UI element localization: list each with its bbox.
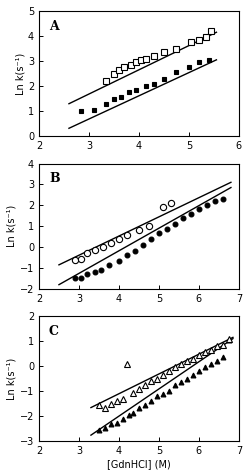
Y-axis label: Ln k(s⁻¹): Ln k(s⁻¹) (7, 357, 17, 400)
Text: B: B (49, 172, 60, 185)
Y-axis label: Ln k(s⁻¹): Ln k(s⁻¹) (7, 205, 17, 248)
Y-axis label: Ln k(s⁻¹): Ln k(s⁻¹) (15, 52, 25, 95)
Text: C: C (49, 325, 59, 338)
Text: A: A (49, 20, 59, 33)
X-axis label: [GdnHCl] (M): [GdnHCl] (M) (107, 459, 171, 469)
